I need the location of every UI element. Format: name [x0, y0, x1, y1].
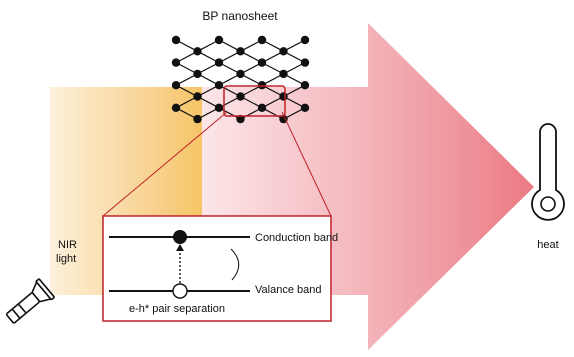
lattice-atom [301, 81, 309, 89]
lattice-atom [193, 70, 201, 78]
thermometer-icon [532, 124, 564, 220]
lattice-atom [258, 58, 266, 66]
lattice-atom [193, 92, 201, 100]
lattice-atom [172, 81, 180, 89]
lattice-atom [236, 92, 244, 100]
lattice-atom [279, 70, 287, 78]
lattice-atom [279, 92, 287, 100]
lattice-atom [215, 81, 223, 89]
lattice-atom [193, 115, 201, 123]
lattice-atom [279, 47, 287, 55]
electron-dot [173, 230, 187, 244]
bp-nanosheet-title: BP nanosheet [202, 9, 278, 23]
conduction-band-label: Conduction band [255, 232, 338, 244]
lattice-atom [172, 58, 180, 66]
lattice-atom [172, 36, 180, 44]
nir-light-label-line1: NIR [58, 239, 77, 251]
flashlight-icon [2, 279, 54, 328]
lattice-atom [236, 70, 244, 78]
lattice-atom [236, 47, 244, 55]
lattice-atom [258, 36, 266, 44]
lattice-atom [215, 36, 223, 44]
lattice-atom [193, 47, 201, 55]
pair-separation-label: e-h* pair separation [129, 303, 225, 315]
lattice-atom [215, 104, 223, 112]
band-inset: Conduction band Valance band e-h* pair s… [103, 216, 338, 321]
lattice-atom [301, 58, 309, 66]
lattice-atom [301, 104, 309, 112]
valance-band-label: Valance band [255, 284, 321, 296]
lattice-atom [301, 36, 309, 44]
lattice-atom [258, 104, 266, 112]
nir-light-label-line2: light [56, 253, 76, 265]
lattice-atom [172, 104, 180, 112]
hole-dot [173, 284, 187, 298]
lattice-atom [258, 81, 266, 89]
heat-label: heat [537, 239, 558, 251]
lattice-atom [215, 58, 223, 66]
